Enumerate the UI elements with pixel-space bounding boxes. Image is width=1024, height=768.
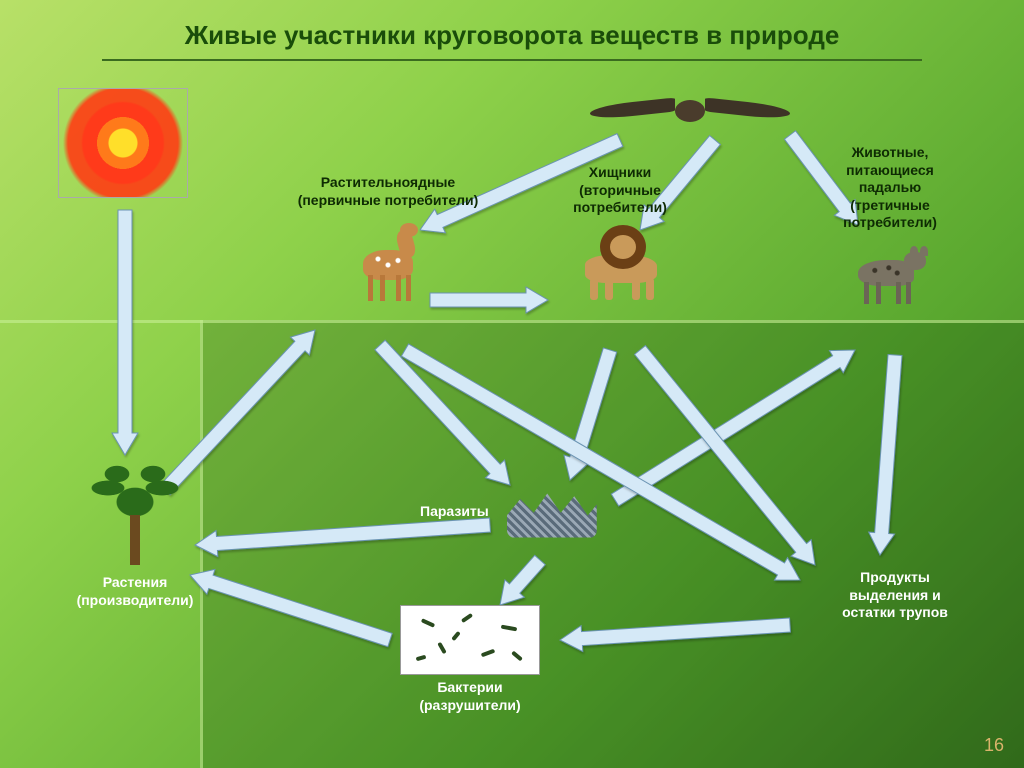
palm-icon bbox=[90, 460, 180, 570]
hyena-icon bbox=[850, 240, 930, 310]
remains-label: Продуктывыделения иостатки трупов bbox=[800, 569, 990, 622]
bacteria-label: Бактерии(разрушители) bbox=[390, 679, 550, 714]
node-predator: Хищники(вторичныепотребители) bbox=[540, 160, 700, 303]
eagle-icon bbox=[590, 90, 790, 135]
node-remains: Продуктывыделения иостатки трупов bbox=[800, 565, 990, 622]
predator-label: Хищники(вторичныепотребители) bbox=[540, 164, 700, 217]
node-bacteria: Бактерии(разрушители) bbox=[390, 605, 550, 714]
node-scavenger: Животные,питающиесяпадалью(третичныепотр… bbox=[800, 140, 980, 310]
herbivore-label: Растительноядные(первичные потребители) bbox=[278, 174, 498, 209]
title-underline bbox=[102, 59, 921, 61]
page-title: Живые участники круговорота веществ в пр… bbox=[0, 0, 1024, 59]
node-sun bbox=[58, 88, 188, 198]
lion-icon bbox=[570, 223, 670, 303]
panel-divider-h bbox=[0, 320, 1024, 323]
node-eagle bbox=[590, 90, 790, 135]
page-number: 16 bbox=[984, 735, 1004, 756]
parasite-icon bbox=[497, 475, 607, 545]
deer-icon bbox=[348, 215, 428, 305]
sun-icon bbox=[58, 88, 188, 198]
scavenger-label: Животные,питающиесяпадалью(третичныепотр… bbox=[800, 144, 980, 232]
node-plant: Растения(производители) bbox=[60, 460, 210, 609]
plant-label: Растения(производители) bbox=[60, 574, 210, 609]
node-herbivore: Растительноядные(первичные потребители) bbox=[278, 170, 498, 305]
bacteria-icon bbox=[400, 605, 540, 675]
parasite-label: Паразиты bbox=[420, 503, 489, 521]
node-parasite: Паразиты bbox=[420, 475, 640, 545]
